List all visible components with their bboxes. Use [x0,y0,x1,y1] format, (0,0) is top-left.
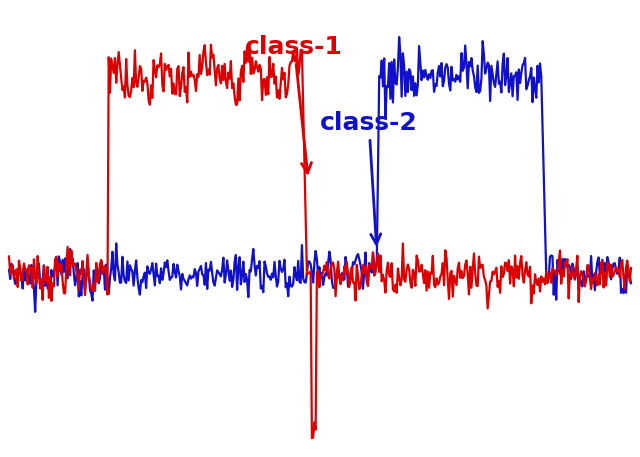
Text: class-2: class-2 [320,111,418,244]
Text: class-1: class-1 [245,35,343,173]
